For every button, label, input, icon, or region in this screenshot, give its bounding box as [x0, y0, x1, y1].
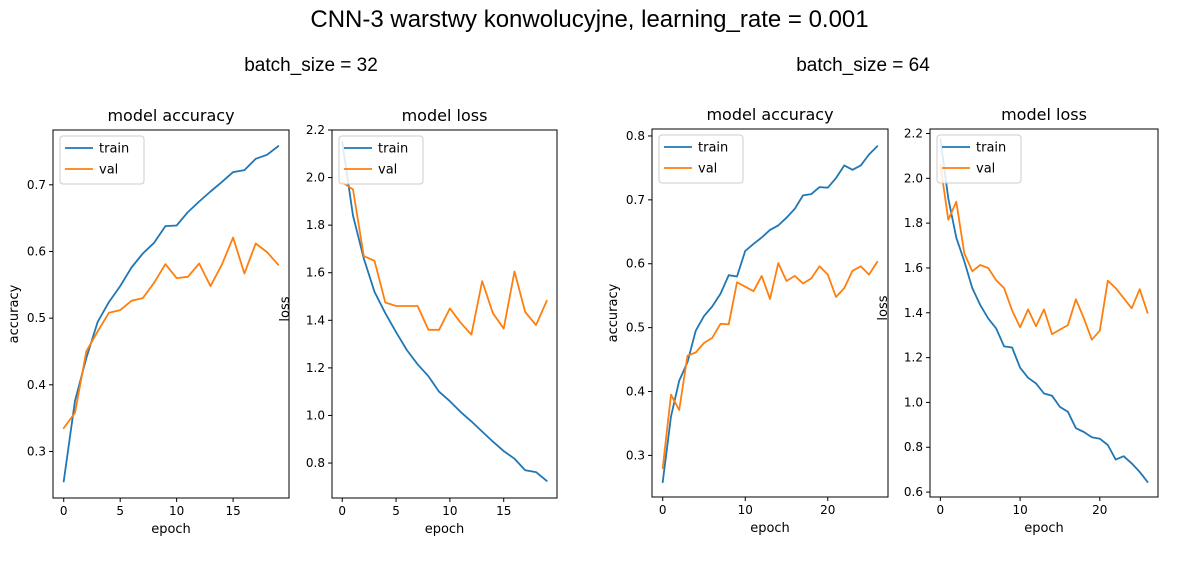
- y-tick-label: 2.2: [904, 126, 923, 140]
- x-tick-label: 0: [937, 503, 945, 517]
- chart-title: model accuracy: [107, 106, 234, 125]
- y-tick-label: 1.4: [904, 306, 923, 320]
- x-tick-label: 15: [225, 504, 240, 518]
- y-tick-label: 0.5: [27, 311, 46, 325]
- series-line-val: [939, 163, 1149, 341]
- y-tick-label: 0.6: [626, 257, 645, 271]
- x-tick-label: 0: [60, 504, 68, 518]
- x-tick-label: 15: [496, 504, 511, 518]
- legend-label-val: val: [698, 162, 717, 177]
- axes-frame: [651, 128, 889, 498]
- x-axis-label: epoch: [425, 522, 465, 537]
- y-tick-label: 2.2: [306, 123, 325, 137]
- x-tick-label: 20: [820, 503, 835, 517]
- y-tick-label: 1.0: [904, 395, 923, 409]
- y-tick-label: 0.3: [626, 448, 645, 462]
- chart-panel-4: 0 10 20 0.6 0.8 1.0 1.2 1.4 1.6 1.8 2.0 2.2 model lo…: [876, 105, 1159, 536]
- series-line-val: [341, 181, 548, 336]
- axes-frame: [331, 129, 558, 499]
- x-tick-label: 5: [392, 504, 400, 518]
- y-tick-label: 0.7: [626, 193, 645, 207]
- legend: train val: [936, 134, 1022, 184]
- group-title-batch-32: batch_size = 32: [244, 55, 378, 76]
- y-tick-label: 2.0: [904, 171, 923, 185]
- y-tick-label: 1.0: [306, 408, 325, 422]
- y-tick-label: 0.6: [904, 485, 923, 499]
- legend-label-train: train: [378, 142, 408, 157]
- y-tick-label: 0.8: [904, 440, 923, 454]
- y-axis-label: loss: [876, 295, 891, 320]
- x-axis-label: epoch: [750, 521, 790, 536]
- y-tick-label: 2.0: [306, 171, 325, 185]
- axes-frame: [929, 128, 1159, 498]
- y-tick-label: 0.5: [626, 321, 645, 335]
- y-tick-label: 1.6: [904, 261, 923, 275]
- y-axis-label: accuracy: [7, 284, 22, 343]
- legend: train val: [658, 134, 744, 184]
- y-tick-label: 0.4: [27, 378, 46, 392]
- series-line-train: [939, 138, 1149, 483]
- x-tick-label: 0: [659, 503, 667, 517]
- y-tick-label: 0.6: [27, 244, 46, 258]
- y-tick-label: 0.4: [626, 385, 645, 399]
- legend-label-train: train: [99, 142, 129, 157]
- x-axis-label: epoch: [151, 522, 191, 537]
- y-tick-label: 1.8: [904, 216, 923, 230]
- series-line-train: [62, 145, 280, 483]
- series-line-train: [661, 145, 879, 484]
- chart-panel-1: 0 5 10 15 0.3 0.4 0.5 0.6 0.7 model accuracy epoch…: [7, 106, 290, 537]
- series-line-val: [661, 260, 879, 470]
- legend-label-val: val: [99, 163, 118, 178]
- y-tick-label: 0.8: [306, 456, 325, 470]
- y-tick-label: 0.7: [27, 178, 46, 192]
- legend: train val: [338, 135, 424, 185]
- legend-label-train: train: [976, 141, 1006, 156]
- x-tick-label: 0: [338, 504, 346, 518]
- axes-frame: [52, 129, 290, 499]
- y-tick-label: 0.8: [626, 129, 645, 143]
- y-tick-label: 1.8: [306, 218, 325, 232]
- y-tick-label: 1.6: [306, 266, 325, 280]
- chart-title: model loss: [402, 106, 488, 125]
- chart-title: model loss: [1001, 105, 1087, 124]
- x-tick-label: 10: [738, 503, 753, 517]
- y-tick-label: 1.2: [904, 351, 923, 365]
- legend: train val: [59, 135, 145, 185]
- x-tick-label: 20: [1092, 503, 1107, 517]
- group-title-batch-64: batch_size = 64: [796, 55, 930, 76]
- chart-title: model accuracy: [706, 105, 833, 124]
- x-axis-label: epoch: [1024, 521, 1064, 536]
- x-tick-label: 10: [169, 504, 184, 518]
- y-tick-label: 0.3: [27, 444, 46, 458]
- y-tick-label: 1.4: [306, 313, 325, 327]
- x-tick-label: 10: [1012, 503, 1027, 517]
- x-tick-label: 5: [116, 504, 124, 518]
- legend-label-val: val: [976, 162, 995, 177]
- y-axis-label: accuracy: [606, 283, 621, 342]
- x-tick-label: 10: [442, 504, 457, 518]
- y-axis-label: loss: [278, 296, 293, 321]
- chart-panel-2: 0 5 10 15 0.8 1.0 1.2 1.4 1.6 1.8 2.0 2.2 model loss…: [278, 106, 558, 537]
- chart-panel-3: 0 10 20 0.3 0.4 0.5 0.6 0.7 0.8 model accuracy epo…: [606, 105, 889, 536]
- series-line-train: [341, 140, 548, 482]
- legend-label-train: train: [698, 141, 728, 156]
- figure-title: CNN-3 warstwy konwolucyjne, learning_rat…: [310, 6, 869, 33]
- series-line-val: [62, 236, 280, 430]
- y-tick-label: 1.2: [306, 361, 325, 375]
- legend-label-val: val: [378, 163, 397, 178]
